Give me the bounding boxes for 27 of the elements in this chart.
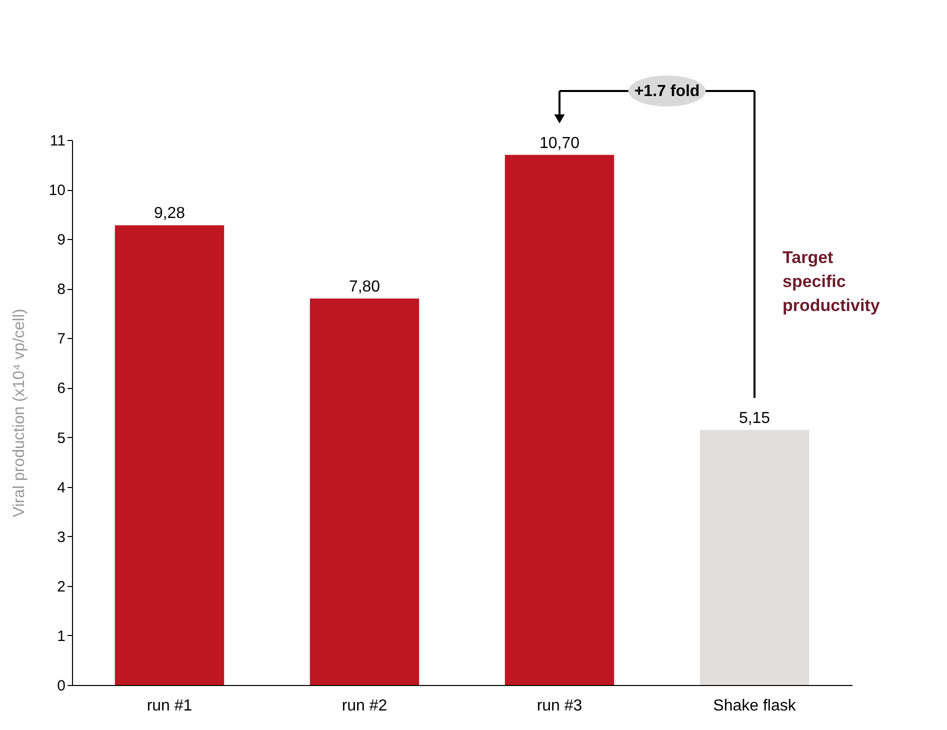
x-tick-label: Shake flask xyxy=(713,698,797,714)
data-label: 7,80 xyxy=(348,278,380,296)
data-label: 10,70 xyxy=(539,134,580,152)
y-axis-title: Viral production (x10⁴ vp/cell) xyxy=(10,308,28,518)
bar xyxy=(310,298,420,685)
x-tick-label: run #1 xyxy=(146,698,192,714)
data-label: 5,15 xyxy=(738,410,770,427)
y-tick-label: 1 xyxy=(57,628,66,645)
bar xyxy=(700,430,810,685)
x-tick-label: run #2 xyxy=(342,698,388,714)
bar xyxy=(114,225,224,685)
y-tick-label: 10 xyxy=(48,182,66,200)
annotation: Target specific productivity xyxy=(782,248,880,315)
y-tick-label: 3 xyxy=(57,528,66,546)
y-tick-label: 5 xyxy=(57,430,66,447)
y-tick-label: 7 xyxy=(57,330,66,348)
y-tick-label: 8 xyxy=(57,281,66,298)
x-tick-label: run #3 xyxy=(536,698,582,714)
y-tick-label: 0 xyxy=(57,678,66,694)
y-tick-label: 9 xyxy=(57,232,66,249)
y-tick-label: 4 xyxy=(57,479,66,496)
y-tick-label: 6 xyxy=(57,380,66,398)
y-tick-label: 2 xyxy=(57,578,66,596)
bar xyxy=(504,154,614,685)
y-tick-label: 11 xyxy=(50,132,66,150)
data-label: 9,28 xyxy=(154,205,186,222)
text: +1.7 fold xyxy=(634,83,700,100)
